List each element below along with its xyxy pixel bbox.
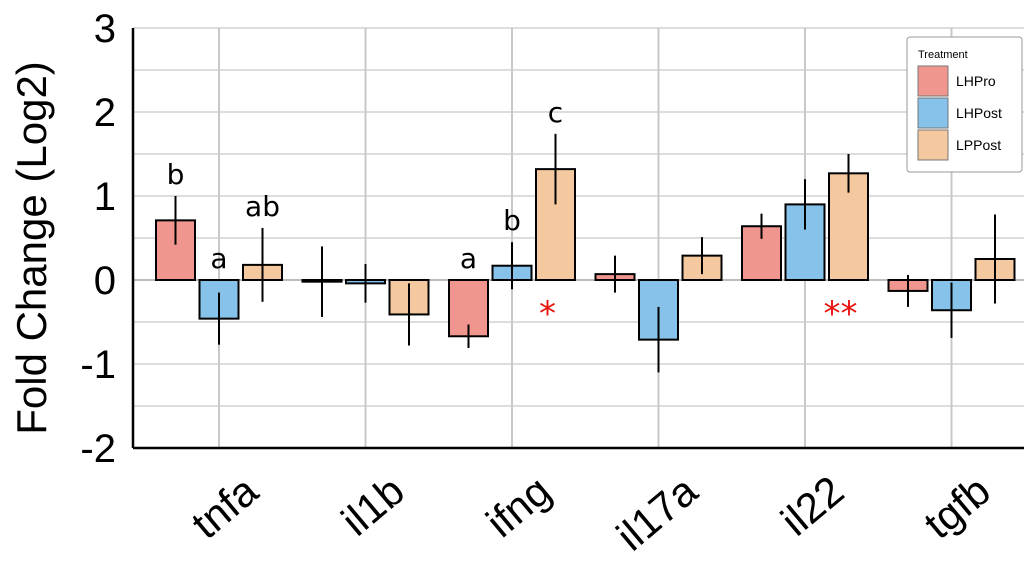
significance-letter: b — [503, 204, 521, 237]
legend-label: LHPost — [956, 105, 1002, 121]
significance-star: * — [539, 294, 556, 334]
bar — [741, 225, 782, 282]
x-tick-label: il17a — [608, 466, 707, 559]
legend-label: LHPro — [956, 73, 996, 89]
significance-letter: a — [460, 242, 477, 275]
gridlines — [133, 27, 1024, 449]
bars — [155, 133, 1016, 373]
significance-letter: ab — [245, 190, 280, 223]
y-tick-label: 1 — [94, 175, 116, 219]
legend-items: LHPro LHPost LPPost — [917, 65, 1002, 161]
legend: Treatment LHPro LHPost LPPost — [906, 36, 1023, 173]
significance-letter: a — [210, 242, 227, 275]
x-tick-label: il22 — [772, 467, 852, 545]
legend-label: LPPost — [956, 137, 1001, 153]
significance-star: ** — [824, 294, 858, 334]
x-tick-label: tnfa — [183, 466, 267, 547]
y-tick-label: -2 — [80, 427, 116, 471]
significance-letter: b — [167, 158, 185, 191]
y-tick-labels: 3 2 1 0 -1 -2 — [80, 7, 116, 471]
y-tick-label: 2 — [94, 91, 116, 135]
y-tick-label: 3 — [94, 7, 116, 51]
y-tick-label: 0 — [94, 259, 116, 303]
y-axis-label: Fold Change (Log2) — [8, 61, 55, 435]
x-tick-label: il1b — [333, 467, 413, 545]
x-tick-label: ifng — [477, 467, 559, 547]
x-tick-label: tgfb — [915, 467, 999, 548]
legend-swatch — [917, 65, 949, 97]
y-tick-label: -1 — [80, 343, 116, 387]
legend-swatch — [917, 129, 949, 161]
significance-letter: c — [548, 96, 563, 129]
axes — [131, 28, 1024, 450]
legend-title: Treatment — [918, 49, 968, 61]
legend-swatch — [917, 97, 949, 129]
x-tick-labels: tnfa il1b ifng il17a il22 tgfb — [183, 466, 999, 559]
